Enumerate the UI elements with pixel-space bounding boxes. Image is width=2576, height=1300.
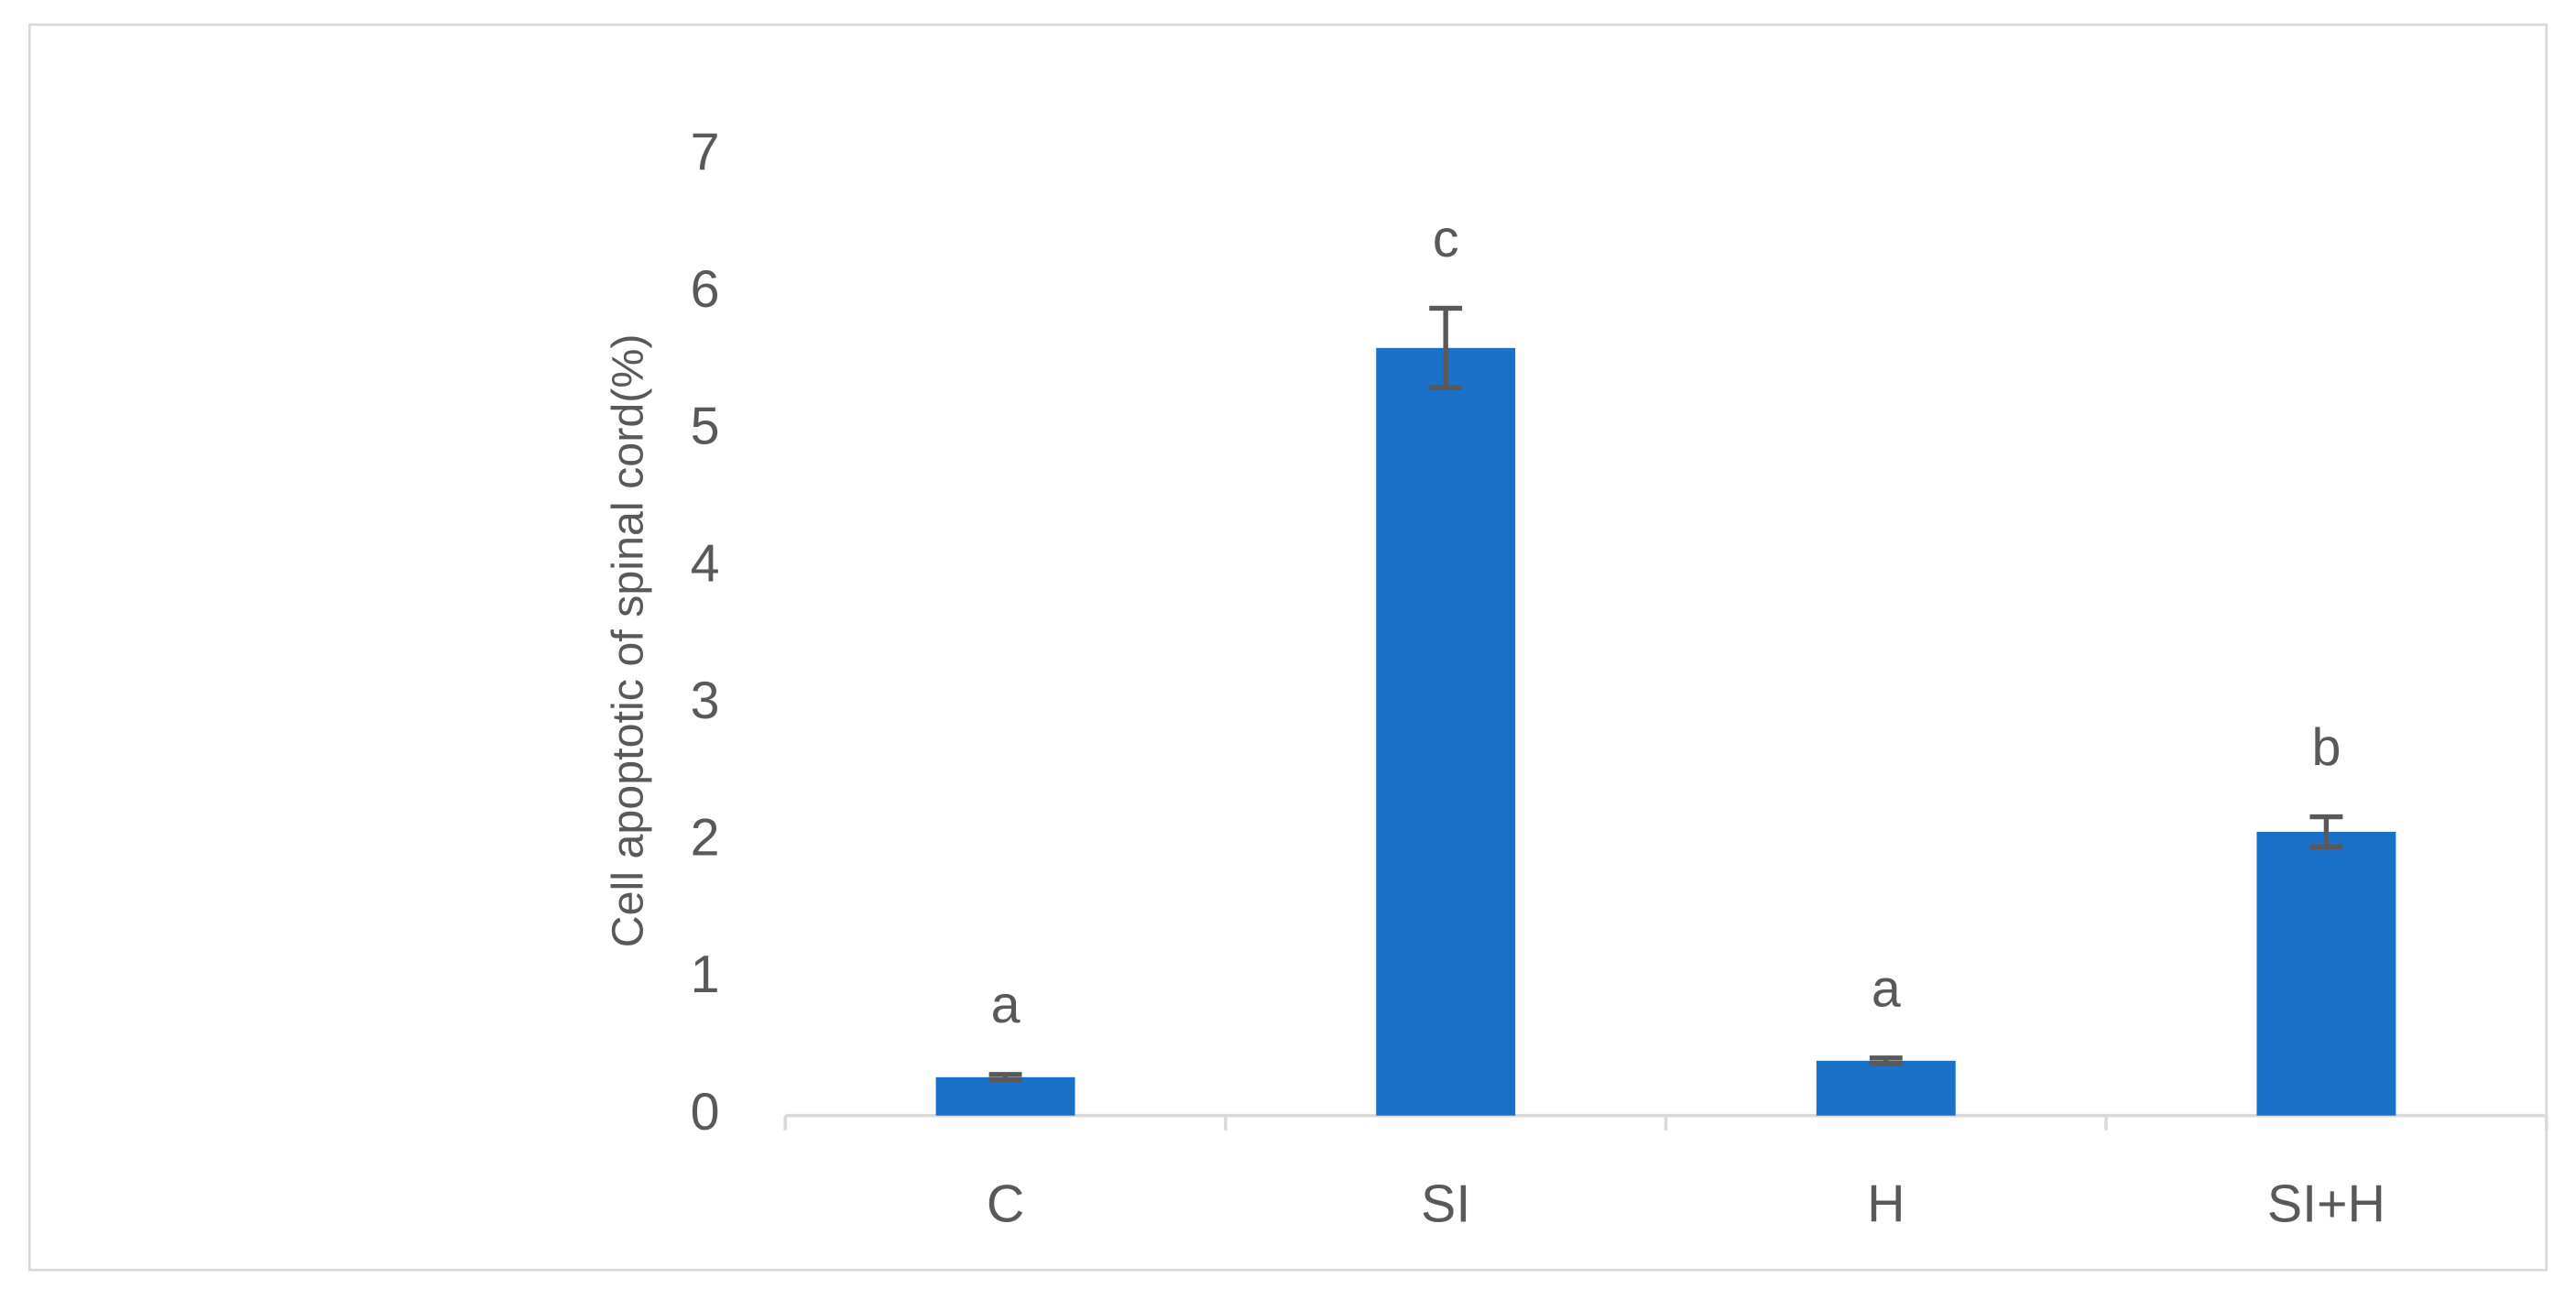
y-axis-title: Cell apoptotic of spinal cord(%) xyxy=(603,333,652,947)
bar xyxy=(1376,347,1516,1116)
bar xyxy=(1816,1060,1956,1116)
significance-label: a xyxy=(1872,959,1901,1018)
y-tick-label: 2 xyxy=(691,809,720,868)
y-tick-label: 1 xyxy=(691,945,720,1004)
error-bar xyxy=(1429,305,1463,390)
y-tick-label: 5 xyxy=(691,398,720,456)
bar xyxy=(935,1076,1075,1116)
x-tick-label: C xyxy=(987,1174,1024,1233)
significance-label: a xyxy=(991,976,1021,1034)
x-tick-label: SI xyxy=(1421,1174,1470,1233)
chart-frame xyxy=(27,23,2549,1272)
y-tick-label: 3 xyxy=(691,672,720,730)
y-tick-label: 6 xyxy=(691,260,720,319)
y-tick-label: 0 xyxy=(691,1083,720,1142)
significance-label: c xyxy=(1433,210,1459,268)
bar xyxy=(2256,831,2396,1116)
x-tick-label: SI+H xyxy=(2267,1174,2385,1233)
y-tick-label: 7 xyxy=(691,124,720,182)
x-tick-label: H xyxy=(1867,1174,1905,1233)
significance-label: b xyxy=(2311,718,2341,777)
error-bar xyxy=(2309,814,2343,850)
y-tick-label: 4 xyxy=(691,534,720,593)
error-bar xyxy=(1869,1055,1903,1066)
error-bar xyxy=(988,1072,1022,1083)
